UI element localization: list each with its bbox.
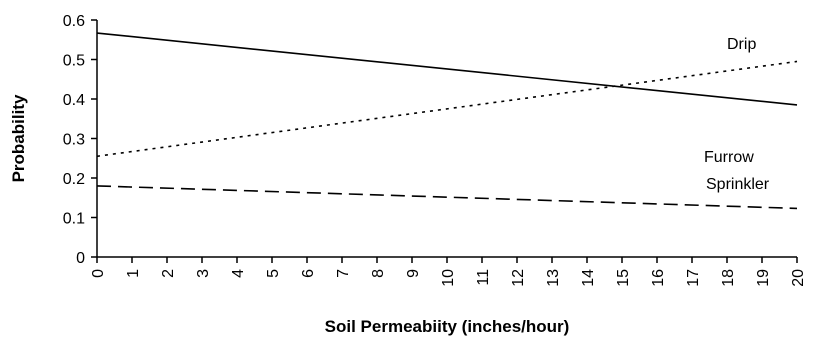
x-tick-label: 18 bbox=[720, 269, 737, 287]
x-tick-label: 17 bbox=[685, 269, 702, 287]
x-tick-label: 7 bbox=[335, 269, 352, 278]
y-tick-label: 0 bbox=[76, 250, 85, 267]
series-label-furrow: Furrow bbox=[704, 149, 754, 166]
y-axis-title: Probability bbox=[9, 94, 28, 182]
x-tick-label: 4 bbox=[230, 269, 247, 278]
x-tick-label: 13 bbox=[545, 269, 562, 287]
series-line-furrow bbox=[96, 32, 798, 106]
series-line-drip bbox=[96, 60, 798, 158]
x-tick-label: 2 bbox=[160, 269, 177, 278]
y-tick-label: 0.3 bbox=[63, 132, 85, 149]
series-labels: Drip Furrow Sprinkler bbox=[704, 36, 770, 193]
x-tick-label: 11 bbox=[475, 269, 492, 286]
x-tick-label: 10 bbox=[440, 269, 457, 287]
y-tick-label: 0.4 bbox=[63, 92, 85, 109]
y-tick-label: 0.5 bbox=[63, 53, 85, 70]
x-tick-label: 3 bbox=[195, 269, 212, 278]
x-tick-label: 9 bbox=[405, 269, 422, 278]
series-label-drip: Drip bbox=[727, 36, 756, 53]
series-line-sprinkler bbox=[96, 185, 798, 210]
x-axis-ticks: 0 1 2 3 4 5 6 7 8 9 10 11 12 13 14 15 16 17 18 19 20 bbox=[90, 257, 807, 287]
x-tick-label: 0 bbox=[90, 269, 107, 278]
x-tick-label: 19 bbox=[755, 269, 772, 287]
x-tick-label: 8 bbox=[370, 269, 387, 278]
series-lines bbox=[96, 32, 798, 210]
x-tick-label: 6 bbox=[300, 269, 317, 278]
x-tick-label: 15 bbox=[615, 269, 632, 287]
plot-area: 00.10.20.30.40.50.6 0 1 2 3 4 5 6 7 8 9 10 11 12 13 14… bbox=[63, 13, 807, 287]
y-axis-ticks: 0 0.1 0.2 0.3 0.4 0.5 0.6 bbox=[63, 13, 97, 267]
x-tick-label: 1 bbox=[125, 269, 142, 278]
series-label-sprinkler: Sprinkler bbox=[706, 176, 770, 193]
y-tick-label: 0.6 bbox=[63, 13, 85, 30]
x-tick-label: 16 bbox=[650, 269, 667, 287]
x-tick-label: 20 bbox=[790, 269, 807, 287]
x-tick-label: 14 bbox=[580, 269, 597, 287]
x-tick-label: 12 bbox=[510, 269, 527, 287]
y-tick-label: 0.2 bbox=[63, 171, 85, 188]
x-tick-label: 5 bbox=[265, 269, 282, 278]
x-axis-title: Soil Permeabiity (inches/hour) bbox=[325, 317, 570, 336]
y-tick-label: 0.1 bbox=[63, 211, 85, 228]
